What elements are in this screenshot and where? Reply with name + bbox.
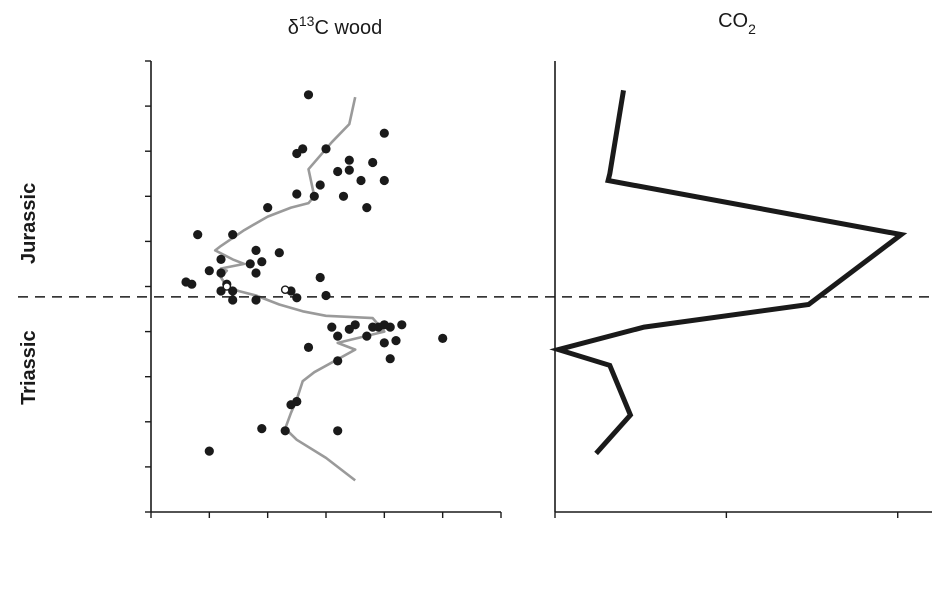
d13c-data-point	[263, 203, 273, 213]
d13c-data-point	[362, 203, 372, 213]
d13c-data-point	[286, 400, 296, 410]
d13c-data-point	[193, 230, 203, 240]
d13c-data-point	[204, 266, 214, 276]
d13c-data-point	[251, 245, 261, 255]
period-label-triassic: Triassic	[18, 330, 40, 405]
d13c-data-point	[245, 259, 255, 269]
d13c-data-point	[228, 230, 238, 240]
d13c-data-point	[333, 166, 343, 177]
d13c-data-point	[292, 293, 302, 303]
d13c-data-point	[333, 426, 343, 436]
d13c-data-point	[321, 290, 331, 301]
d13c-data-point	[385, 354, 395, 364]
d13c-data-point	[303, 90, 314, 100]
d13c-data-point	[338, 191, 349, 201]
d13c-data-point	[315, 272, 325, 283]
d13c-data-point	[216, 254, 226, 264]
d13c-data-point	[315, 180, 325, 190]
d13c-data-point	[303, 342, 314, 352]
d13c-data-point	[379, 175, 389, 186]
d13c-data-point	[204, 446, 214, 456]
d13c-data-point	[187, 279, 197, 289]
d13c-data-point	[344, 155, 354, 165]
d13c-data-point	[344, 165, 354, 175]
d13c-data-point	[257, 257, 267, 267]
d13c-data-point	[373, 322, 384, 332]
d13c-data-point	[362, 331, 372, 341]
d13c-data-point	[309, 191, 319, 201]
d13c-data-point	[274, 248, 284, 258]
d13c-data-point	[216, 268, 226, 278]
d13c-data-point-hollow	[222, 282, 232, 291]
co2-line	[549, 89, 908, 456]
d13c-data-point	[368, 157, 378, 168]
d13c-data-point-hollow	[280, 285, 290, 295]
d13c-data-point	[379, 338, 389, 348]
d13c-data-point	[327, 322, 337, 332]
d13c-data-point	[391, 336, 401, 346]
d13c-data-point	[251, 295, 261, 305]
d13c-data-point	[379, 128, 389, 138]
d13c-data-point	[333, 331, 343, 341]
d13c-data-point	[280, 426, 290, 436]
d13c-data-point	[385, 322, 395, 332]
left-title: δ13C wood	[288, 13, 383, 39]
d13c-data-point	[333, 356, 343, 366]
d13c-data-point	[438, 333, 448, 343]
d13c-data-point	[251, 268, 261, 278]
d13c-data-point	[257, 424, 267, 434]
d13c-data-point	[292, 148, 302, 159]
d13c-data-point	[321, 144, 331, 154]
d13c-data-point	[344, 324, 354, 334]
period-label-jurassic: Jurassic	[18, 183, 40, 264]
d13c-data-point	[356, 175, 366, 186]
d13c-data-point	[292, 189, 302, 199]
right-title: CO2	[718, 10, 756, 37]
d13c-data-point	[228, 295, 238, 305]
d13c-data-point	[397, 320, 407, 330]
